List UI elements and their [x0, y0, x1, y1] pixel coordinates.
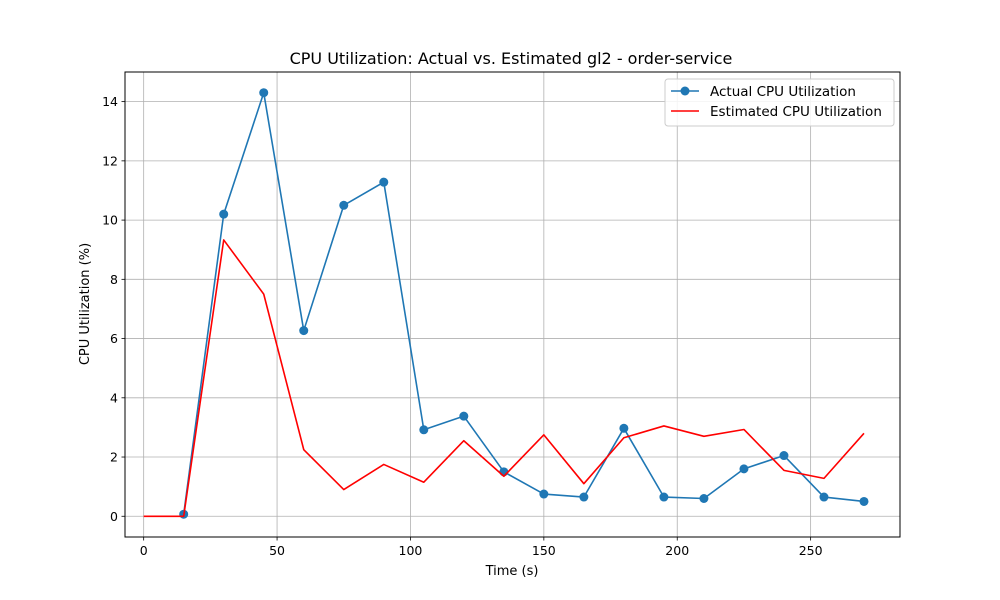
y-tick-label: 4 [110, 390, 118, 405]
series-1-point [739, 464, 749, 474]
x-tick-label: 50 [269, 543, 285, 558]
y-axis-label: CPU Utilization (%) [78, 243, 93, 365]
legend-box [664, 78, 895, 127]
series-1-point [659, 492, 669, 502]
plot-series [143, 88, 869, 519]
y-tick-label: 14 [102, 94, 118, 109]
series-1-point [379, 177, 389, 187]
legend: Actual CPU Utilization Estimated CPU Util… [664, 78, 895, 127]
series-1-point [259, 88, 269, 98]
series-line-2 [143, 239, 865, 518]
x-tick-label: 100 [399, 543, 423, 558]
series-1-point [299, 326, 309, 336]
series-1-point [539, 489, 549, 499]
plot-frame [124, 71, 901, 538]
series-1-point [339, 200, 349, 210]
series-1-point [219, 209, 229, 219]
y-tick-label: 2 [110, 450, 118, 465]
x-tick-label: 200 [665, 543, 689, 558]
series-line-1 [182, 91, 865, 515]
y-tick-label: 0 [110, 509, 118, 524]
series-1-point [499, 467, 509, 477]
x-axis-label: Time (s) [485, 564, 539, 579]
series-1-point [779, 451, 789, 461]
x-tick-label: 250 [799, 543, 823, 558]
y-tick-label: 12 [102, 153, 118, 168]
x-tick-label: 150 [532, 543, 556, 558]
chart-title: CPU Utilization: Actual vs. Estimated gl… [290, 49, 733, 68]
legend-label-1: Actual CPU Utilization [710, 84, 856, 100]
series-1-point [699, 493, 709, 503]
axis-ticks: 0 50 100 150 200 250 0 2 4 6 8 10 12 14 [102, 94, 823, 558]
series-1-point [859, 496, 869, 506]
series-1-point [419, 425, 429, 435]
x-tick-label: 0 [140, 543, 148, 558]
series-1-point [459, 411, 469, 421]
y-tick-label: 6 [110, 331, 118, 346]
series-1-point [819, 492, 829, 502]
y-tick-label: 10 [102, 213, 118, 228]
legend-marker-1 [680, 86, 690, 96]
series-1-point [579, 492, 589, 502]
legend-label-2: Estimated CPU Utilization [710, 104, 882, 120]
series-1-point [619, 423, 629, 433]
y-tick-label: 8 [110, 272, 118, 287]
